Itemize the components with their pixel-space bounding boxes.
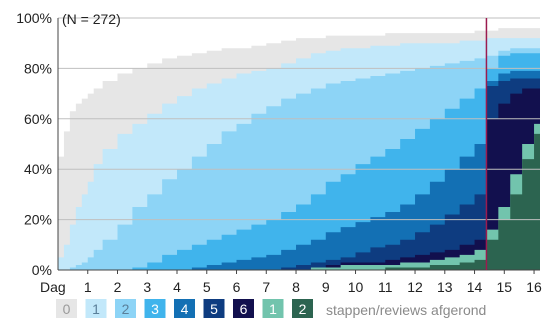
legend-label: 2 (122, 301, 130, 317)
legend-label: 0 (63, 301, 71, 317)
legend-label: 6 (240, 301, 248, 317)
y-tick-label: 80% (24, 60, 52, 76)
y-tick-label: 20% (24, 212, 52, 228)
legend-swatch (292, 299, 313, 318)
x-tick-label: 4 (173, 279, 181, 295)
x-tick-label: 3 (143, 279, 151, 295)
x-tick-label: 9 (322, 279, 330, 295)
area-series-8 (58, 123, 540, 270)
legend-label: 4 (181, 301, 189, 317)
legend-label: 1 (92, 301, 100, 317)
legend-swatch (203, 299, 225, 318)
legend-swatch (233, 299, 254, 318)
legend-label: 5 (210, 301, 218, 317)
legend-swatch (144, 299, 166, 318)
x-tick-label: 13 (437, 279, 453, 295)
x-tick-label: 1 (84, 279, 92, 295)
x-tick-label: 10 (348, 279, 364, 295)
area-series-4 (58, 70, 540, 270)
legend-label: 3 (151, 301, 159, 317)
x-tick-label: 14 (467, 279, 483, 295)
x-tick-label: 16 (526, 279, 542, 295)
x-axis-prefix: Dag (40, 279, 66, 295)
x-tick-label: 2 (114, 279, 122, 295)
y-axis-ticks: 0% 20% 40% 60% 80% 100% (16, 10, 52, 278)
legend-suffix: stappen/reviews afgerond (326, 302, 486, 318)
y-tick-label: 100% (16, 10, 52, 26)
x-tick-label: 5 (203, 279, 211, 295)
legend-label: 2 (299, 301, 307, 317)
sample-size-annotation: (N = 272) (62, 11, 121, 27)
x-tick-label: 6 (233, 279, 241, 295)
legend: 0 1 2 3 4 5 6 1 2 (56, 299, 313, 318)
x-tick-label: 7 (262, 279, 270, 295)
legend-swatch (56, 299, 77, 318)
legend-label: 1 (269, 301, 277, 317)
x-tick-label: 15 (497, 279, 513, 295)
y-tick-label: 60% (24, 111, 52, 127)
y-tick-label: 40% (24, 161, 52, 177)
legend-swatch (85, 299, 107, 318)
area-layers (58, 28, 540, 270)
gridlines (58, 17, 540, 221)
x-axis-ticks: 1 2 3 4 5 6 7 8 9 10 11 12 13 14 15 16 (84, 270, 542, 295)
y-tick-label: 0% (32, 262, 52, 278)
x-tick-label: 11 (378, 279, 393, 295)
legend-swatch (115, 299, 136, 318)
legend-swatch (262, 299, 284, 318)
legend-swatch (174, 299, 195, 318)
x-tick-label: 12 (407, 279, 423, 295)
x-tick-label: 8 (292, 279, 300, 295)
